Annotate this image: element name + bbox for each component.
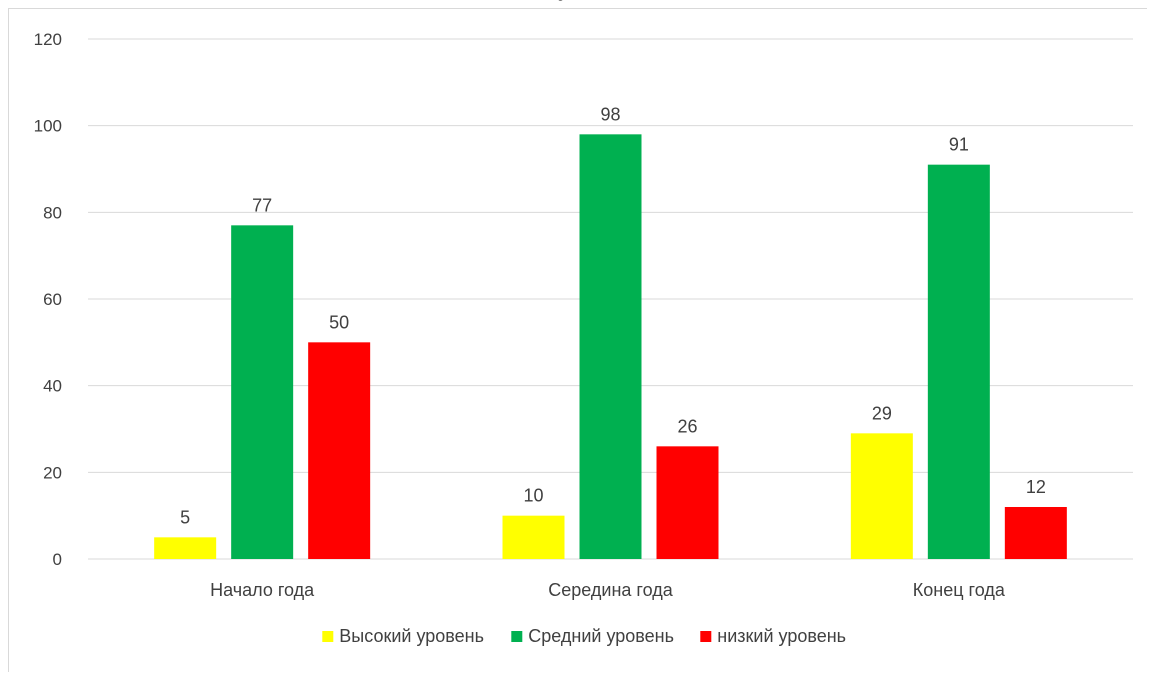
chart-frame bbox=[8, 8, 1147, 672]
x-category-label: Конец года bbox=[913, 580, 1006, 600]
legend-label: низкий уровень bbox=[717, 626, 846, 646]
y-tick-label: 40 bbox=[43, 377, 62, 396]
bar bbox=[308, 342, 371, 559]
x-category-label: Середина года bbox=[548, 580, 673, 600]
y-tick-label: 20 bbox=[43, 463, 62, 482]
y-tick-label: 0 bbox=[53, 550, 62, 569]
legend-label: Средний уровень bbox=[528, 626, 674, 646]
bar bbox=[656, 446, 719, 559]
y-tick-label: 60 bbox=[43, 290, 62, 309]
legend-swatch bbox=[700, 631, 712, 642]
data-label: 77 bbox=[252, 195, 272, 215]
data-label: 12 bbox=[1026, 477, 1046, 497]
bar bbox=[231, 225, 294, 560]
bar bbox=[850, 433, 913, 559]
y-tick-label: 120 bbox=[34, 30, 62, 49]
data-label: 29 bbox=[872, 403, 892, 423]
y-tick-label: 100 bbox=[34, 117, 62, 136]
x-category-label: Начало года bbox=[210, 580, 315, 600]
bar bbox=[579, 134, 642, 560]
legend-swatch bbox=[322, 631, 334, 642]
data-label: 98 bbox=[600, 104, 620, 124]
legend-swatch bbox=[511, 631, 523, 642]
data-label: 5 bbox=[180, 507, 190, 527]
data-label: 50 bbox=[329, 312, 349, 332]
bar bbox=[154, 537, 217, 559]
bar bbox=[502, 515, 565, 559]
bar bbox=[927, 164, 990, 559]
legend-label: Высокий уровень bbox=[339, 626, 484, 646]
y-tick-label: 80 bbox=[43, 203, 62, 222]
data-label: 91 bbox=[949, 135, 969, 155]
data-label: 10 bbox=[523, 486, 543, 506]
bar bbox=[1004, 507, 1067, 559]
data-label: 26 bbox=[677, 416, 697, 436]
chart-title-fragment: у д bbox=[0, 0, 1149, 2]
